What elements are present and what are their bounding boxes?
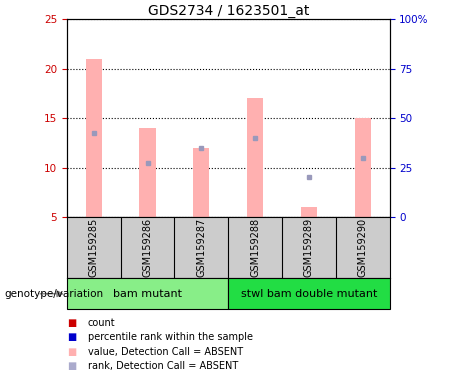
Text: GSM159288: GSM159288 [250, 218, 260, 277]
Text: stwl bam double mutant: stwl bam double mutant [241, 289, 377, 299]
Bar [139, 128, 155, 217]
Text: GSM159285: GSM159285 [89, 218, 99, 277]
Text: ■: ■ [67, 361, 76, 371]
Bar [193, 148, 209, 217]
Text: value, Detection Call = ABSENT: value, Detection Call = ABSENT [88, 347, 242, 357]
Text: ■: ■ [67, 332, 76, 342]
Text: percentile rank within the sample: percentile rank within the sample [88, 332, 253, 342]
Bar [228, 278, 390, 309]
Bar [355, 118, 371, 217]
Bar [301, 207, 317, 217]
Title: GDS2734 / 1623501_at: GDS2734 / 1623501_at [148, 4, 309, 18]
Text: count: count [88, 318, 115, 328]
Text: ■: ■ [67, 318, 76, 328]
Text: rank, Detection Call = ABSENT: rank, Detection Call = ABSENT [88, 361, 238, 371]
Text: GSM159287: GSM159287 [196, 218, 207, 277]
Bar [86, 59, 102, 217]
Text: GSM159286: GSM159286 [142, 218, 153, 277]
Bar [67, 278, 228, 309]
Text: genotype/variation: genotype/variation [5, 289, 104, 299]
Text: bam mutant: bam mutant [113, 289, 182, 299]
Text: GSM159289: GSM159289 [304, 218, 314, 277]
Bar [247, 98, 263, 217]
Text: ■: ■ [67, 347, 76, 357]
Text: GSM159290: GSM159290 [358, 218, 368, 277]
